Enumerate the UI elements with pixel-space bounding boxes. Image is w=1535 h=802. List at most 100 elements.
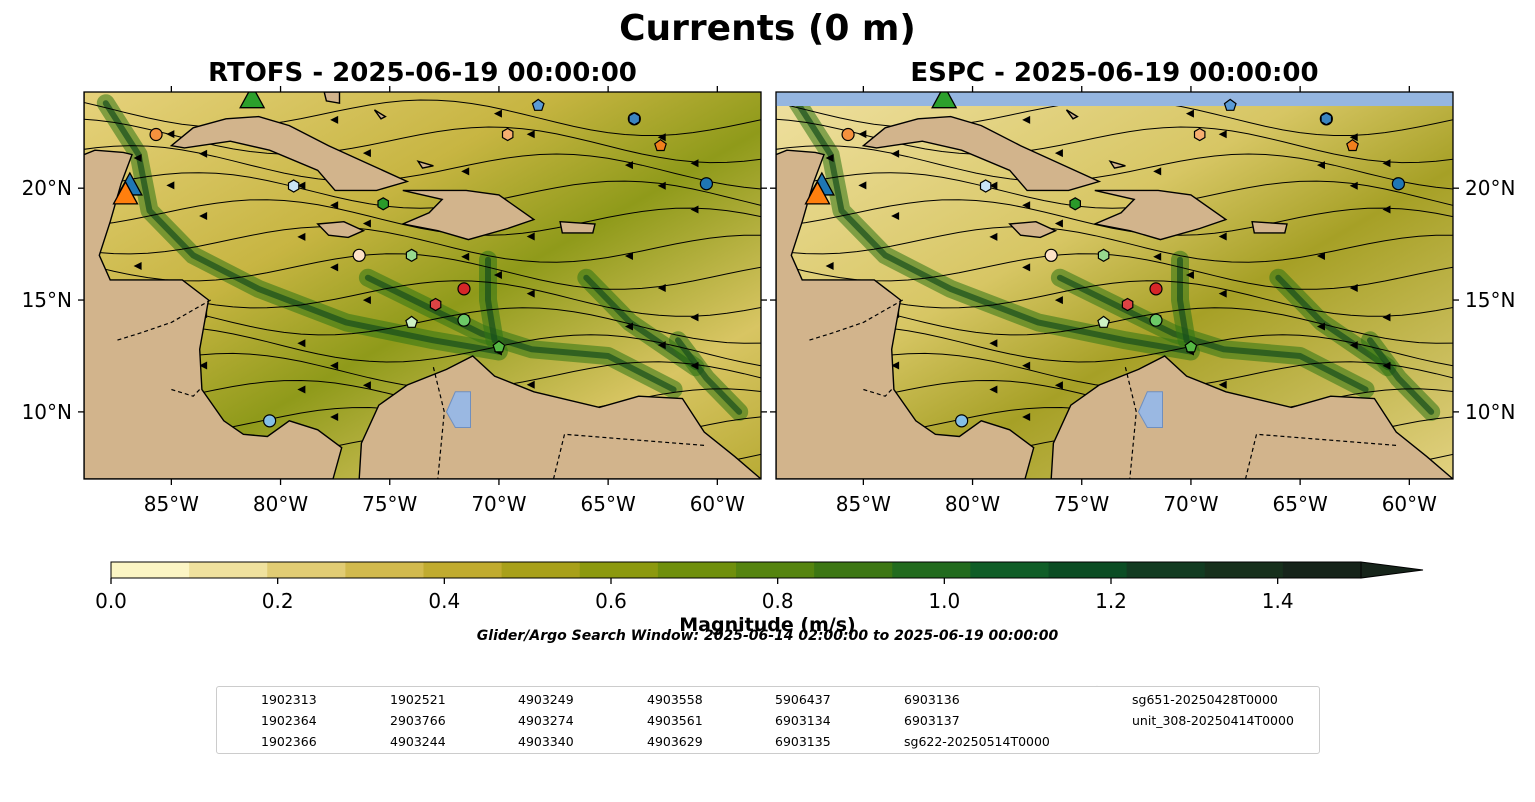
espc-float-4903274	[1193, 127, 1206, 142]
rtofs-flow-arrow	[362, 296, 371, 305]
rtofs-streamline	[84, 172, 761, 209]
espc-land	[861, 115, 1102, 192]
rtofs-lon-label: 75°W	[362, 492, 417, 516]
rtofs-float-6903135	[405, 315, 419, 328]
espc-border	[808, 299, 903, 341]
legend-item-label: 1902366	[261, 734, 317, 749]
espc-lat-label: 15°N	[1465, 288, 1515, 312]
rtofs-lon-label: 70°W	[471, 492, 526, 516]
colorbar-tick-label: 0.6	[595, 589, 627, 613]
rtofs-flow-arrow	[461, 167, 470, 176]
legend-item-label: 4903558	[647, 692, 703, 707]
espc-lon-label: 60°W	[1382, 492, 1437, 516]
legend-item-label: 2903766	[390, 713, 446, 728]
legend-item-label: 4903274	[518, 713, 574, 728]
espc-flow-arrow	[1218, 289, 1227, 298]
espc-flow-arrow	[825, 153, 834, 162]
rtofs-flow-arrow	[624, 161, 633, 170]
colorbar-tick-label: 0.0	[95, 589, 127, 613]
colorbar-swatch	[501, 562, 581, 578]
rtofs-lat-label: 15°N	[22, 288, 72, 312]
espc-flow-arrow	[1022, 361, 1031, 370]
espc-frame	[775, 91, 1454, 480]
colorbar-tick-label: 1.2	[1095, 589, 1127, 613]
rtofs-streamline	[84, 226, 761, 263]
rtofs-flow-arrow	[199, 149, 208, 158]
espc-glider-unit_308-20250414T0000	[931, 92, 958, 109]
rtofs-land	[358, 355, 761, 479]
rtofs-panel: 85°W 80°W 75°W 70°W 65°W 60°W 10°N 15°N 20°N	[22, 86, 767, 516]
rtofs-border	[171, 388, 201, 397]
rtofs-lon-label: 65°W	[581, 492, 636, 516]
espc-float-4903249	[841, 127, 855, 142]
espc-land	[776, 92, 1035, 479]
espc-flow-arrow	[891, 149, 900, 158]
rtofs-lon-label: 85°W	[144, 492, 199, 516]
rtofs-flow-arrow	[330, 201, 339, 210]
espc-flow-arrow	[858, 130, 867, 139]
espc-float-2903766	[979, 179, 992, 193]
espc-streamline	[776, 172, 1453, 209]
colorbar-swatch	[1048, 562, 1128, 578]
rtofs-flow-arrow	[690, 313, 699, 322]
espc-lon-label: 80°W	[945, 492, 1000, 516]
rtofs-land	[316, 220, 366, 239]
rtofs-flow-arrow	[330, 412, 339, 421]
figure-title: Currents (0 m)	[619, 8, 916, 49]
espc-flow-arrow	[1349, 133, 1358, 142]
rtofs-flow-arrow	[526, 232, 535, 241]
espc-flow-arrow	[1382, 313, 1391, 322]
espc-flow-arrow	[1382, 159, 1391, 168]
rtofs-flow-arrow	[493, 109, 502, 118]
legend-item-label: 6903136	[904, 692, 960, 707]
rtofs-flow-arrow	[199, 211, 208, 220]
rtofs-land	[416, 160, 434, 169]
colorbar-swatch	[1126, 562, 1206, 578]
rtofs-float-4903244	[654, 138, 667, 152]
rtofs-panel-title: RTOFS - 2025-06-19 00:00:00	[208, 58, 637, 88]
espc-land	[1065, 109, 1079, 120]
rtofs-flow-arrow	[297, 181, 306, 190]
espc-flow-arrow	[1349, 341, 1358, 350]
espc-flow-arrow	[1218, 380, 1227, 389]
espc-lat-label: 20°N	[1465, 176, 1515, 200]
espc-float-4903244	[1346, 138, 1359, 152]
rtofs-land	[559, 220, 596, 234]
espc-streamline	[776, 226, 1453, 263]
espc-current-core	[1367, 337, 1435, 415]
espc-flow-arrow	[989, 339, 998, 348]
rtofs-flow-arrow	[199, 361, 208, 370]
espc-flow-arrow	[1054, 149, 1063, 158]
rtofs-flow-arrow	[690, 361, 699, 370]
legend-item-label: 4903340	[518, 734, 574, 749]
espc-lake	[1137, 391, 1163, 428]
rtofs-float-1902521	[263, 414, 277, 428]
espc-flow-arrow	[989, 232, 998, 241]
espc-border	[1124, 367, 1137, 479]
rtofs-current-core	[364, 274, 677, 393]
rtofs-flow-arrow	[493, 271, 502, 280]
rtofs-float-4903274	[501, 127, 514, 142]
rtofs-float-4903558	[352, 248, 366, 262]
colorbar-swatch	[579, 562, 659, 578]
espc-flow-arrow	[1382, 361, 1391, 370]
espc-nodata-strip	[776, 92, 1453, 106]
colorbar-frame	[110, 561, 1362, 579]
espc-flow-arrow	[1218, 130, 1227, 139]
rtofs-streamline	[84, 199, 761, 236]
rtofs-flow-arrow	[297, 232, 306, 241]
colorbar-swatch	[814, 562, 893, 578]
colorbar-tick-label: 1.4	[1262, 589, 1294, 613]
colorbar-label: Magnitude (m/s)	[679, 614, 856, 636]
rtofs-current-core	[102, 100, 502, 355]
espc-glider-sg651-20250428T0000	[804, 180, 831, 205]
rtofs-lat-label: 20°N	[22, 176, 72, 200]
rtofs-lon-label: 60°W	[690, 492, 745, 516]
espc-streamline	[776, 145, 1453, 190]
espc-land	[1092, 189, 1228, 241]
espc-flow-arrow	[858, 181, 867, 190]
espc-flow-arrow	[1316, 322, 1325, 331]
espc-float-1902364	[1320, 112, 1333, 126]
espc-lon-label: 70°W	[1163, 492, 1218, 516]
rtofs-flow-arrow	[657, 181, 666, 190]
